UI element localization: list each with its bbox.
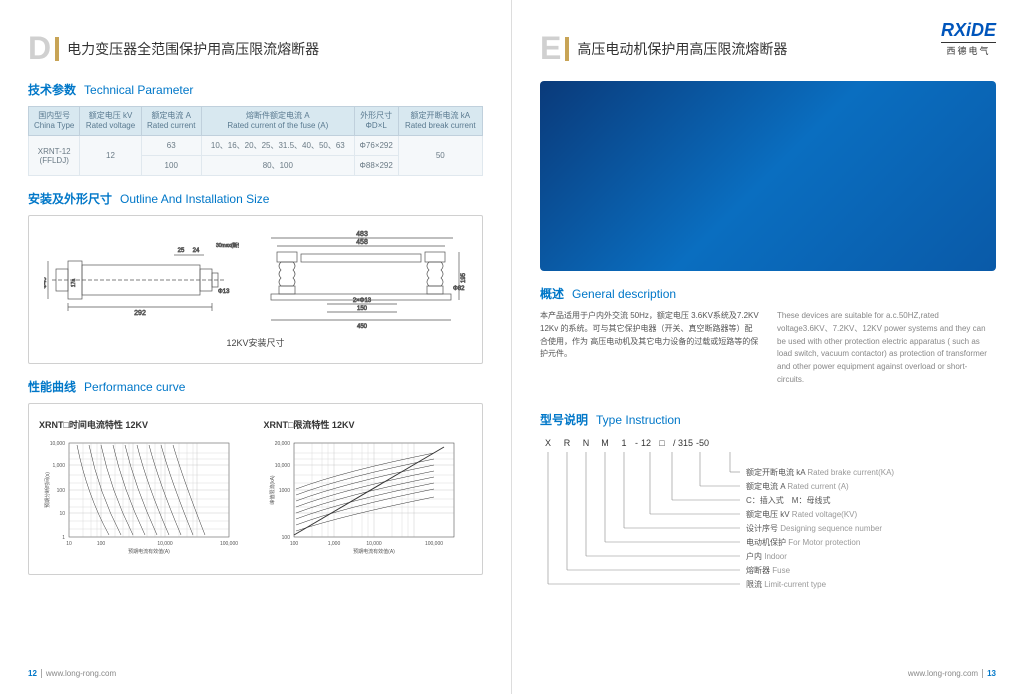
svg-text:100,000: 100,000 <box>424 541 442 547</box>
section-d-title: 电力变压器全范围保护用高压限流熔断器 <box>67 39 319 59</box>
type-bracket-svg: 额定开断电流 kA Rated brake current(KA) 额定电流 A… <box>540 452 980 602</box>
cell-current-1: 63 <box>141 136 201 156</box>
svg-text:10: 10 <box>66 541 72 547</box>
svg-text:设计序号 Designing sequence number: 设计序号 Designing sequence number <box>746 523 882 533</box>
cell-fuse-2: 80、100 <box>201 156 354 176</box>
curves-box: XRNT□时间电流特性 12KV <box>28 403 483 575</box>
svg-text:100,000: 100,000 <box>220 541 238 547</box>
tech-param-heading: 技术参数 Technical Parameter <box>28 81 483 98</box>
cell-dim-1: Φ76×292 <box>354 136 398 156</box>
svg-text:C：插入式 M：母线式: C：插入式 M：母线式 <box>746 495 830 505</box>
curve2-svg: 20,000 10,000 1000 100 100 1,000 10,000 … <box>264 435 464 555</box>
svg-text:额定开断电流 kA Rated brake current(: 额定开断电流 kA Rated brake current(KA) <box>746 467 894 477</box>
outline-diagram-box: 292 Φ45 17a 25 24 30max(新安式) 26max Φ13 <box>28 215 483 364</box>
brand-logo: RXiDE 西德电气 <box>941 20 996 57</box>
cell-fuse-1: 10、16、20、25、31.5、40、50、63 <box>201 136 354 156</box>
svg-text:额定电流 A Rated current (A): 额定电流 A Rated current (A) <box>746 481 849 491</box>
cell-current-2: 100 <box>141 156 201 176</box>
table-row: XRNT-12 (FFLDJ) 12 63 10、16、20、25、31.5、4… <box>29 136 483 156</box>
svg-text:17a: 17a <box>71 279 77 288</box>
outline-heading: 安装及外形尺寸 Outline And Installation Size <box>28 190 483 207</box>
svg-text:292: 292 <box>134 310 146 317</box>
type-instr-heading: 型号说明 Type Instruction <box>540 411 996 428</box>
svg-text:25: 25 <box>178 248 185 254</box>
spec-table: 国内型号China Type 额定电压 kVRated voltage 额定电流… <box>28 106 483 176</box>
cell-break: 50 <box>398 136 482 176</box>
description-row: 本产品适用于户内外交流 50Hz，额定电压 3.6KV系统及7.2KV 12Kv… <box>540 310 996 387</box>
svg-text:1,000: 1,000 <box>327 541 340 547</box>
hero-panel <box>540 81 996 271</box>
curve-limiting: XRNT□限流特性 12KV <box>264 418 473 560</box>
desc-chinese: 本产品适用于户内外交流 50Hz，额定电压 3.6KV系统及7.2KV 12Kv… <box>540 310 759 387</box>
fuse-outline-drawing: 292 Φ45 17a 25 24 30max(新安式) 26max Φ13 <box>44 235 239 325</box>
svg-text:熔断器 Fuse: 熔断器 Fuse <box>746 565 791 575</box>
svg-text:电动机保护 For Motor protection: 电动机保护 For Motor protection <box>746 537 860 547</box>
svg-text:Φ45: Φ45 <box>44 277 48 289</box>
svg-text:24: 24 <box>193 248 200 254</box>
svg-text:100: 100 <box>289 541 298 547</box>
right-page: RXiDE 西德电气 E 高压电动机保护用高压限流熔断器 概述 General … <box>512 0 1024 694</box>
svg-text:Φ82: Φ82 <box>453 286 465 292</box>
svg-text:483: 483 <box>356 231 368 238</box>
svg-text:预期电流有效值(A): 预期电流有效值(A) <box>128 548 170 555</box>
type-diagram: X R N M 1 - 12 □ / 315 -50 <box>540 438 996 607</box>
desc-english: These devices are suitable for a.c.50HZ,… <box>777 310 996 387</box>
th-voltage: 额定电压 kVRated voltage <box>80 107 141 136</box>
th-fuse-current: 熔断件额定电流 ARated current of the fuse (A) <box>201 107 354 136</box>
svg-text:1,000: 1,000 <box>52 463 65 469</box>
svg-text:10: 10 <box>59 511 65 517</box>
general-desc-heading: 概述 General description <box>540 285 996 302</box>
svg-text:100: 100 <box>57 488 66 494</box>
th-break: 额定开断电流 kARated break current <box>398 107 482 136</box>
svg-text:30max(新安式) 26max: 30max(新安式) 26max <box>216 242 239 249</box>
tech-param-en: Technical Parameter <box>84 83 193 97</box>
svg-text:10,000: 10,000 <box>157 541 173 547</box>
section-e-title: 高压电动机保护用高压限流熔断器 <box>577 39 787 59</box>
svg-text:20,000: 20,000 <box>274 441 290 447</box>
svg-text:150: 150 <box>357 306 368 312</box>
section-d-header: D 电力变压器全范围保护用高压限流熔断器 <box>28 30 483 67</box>
left-footer: 12 www.long-rong.com <box>28 669 116 678</box>
svg-text:限流 Limit-current type: 限流 Limit-current type <box>746 579 827 589</box>
perf-heading: 性能曲线 Performance curve <box>28 378 483 395</box>
curve1-svg: 10,000 1,000 100 10 1 10 100 10,000 100,… <box>39 435 239 555</box>
curve-time-current: XRNT□时间电流特性 12KV <box>39 418 248 560</box>
svg-text:额定电压 kV Rated voltage(KV): 额定电压 kV Rated voltage(KV) <box>746 509 858 519</box>
th-dim: 外形尺寸ΦD×L <box>354 107 398 136</box>
svg-text:458: 458 <box>356 239 368 246</box>
section-e-header: E 高压电动机保护用高压限流熔断器 <box>540 30 996 67</box>
tech-param-cn: 技术参数 <box>28 81 76 98</box>
svg-text:10,000: 10,000 <box>274 463 290 469</box>
svg-text:户内 Indoor: 户内 Indoor <box>746 551 787 561</box>
svg-text:10,000: 10,000 <box>366 541 382 547</box>
type-code-row: X R N M 1 - 12 □ / 315 -50 <box>540 438 996 448</box>
section-bar <box>55 37 59 61</box>
svg-text:预期分断时间(s): 预期分断时间(s) <box>44 472 51 508</box>
svg-text:2×Φ13: 2×Φ13 <box>353 298 372 304</box>
table-header-row: 国内型号China Type 额定电压 kVRated voltage 额定电流… <box>29 107 483 136</box>
svg-text:1: 1 <box>62 535 65 541</box>
right-footer: www.long-rong.com 13 <box>908 669 996 678</box>
section-letter-e: E <box>540 30 561 67</box>
cell-voltage: 12 <box>80 136 141 176</box>
left-page: D 电力变压器全范围保护用高压限流熔断器 技术参数 Technical Para… <box>0 0 512 694</box>
th-type: 国内型号China Type <box>29 107 80 136</box>
svg-text:10,000: 10,000 <box>50 441 66 447</box>
section-letter-d: D <box>28 30 51 67</box>
section-bar <box>565 37 569 61</box>
cell-type: XRNT-12 (FFLDJ) <box>29 136 80 176</box>
svg-text:预期电流有效值(A): 预期电流有效值(A) <box>353 548 395 555</box>
svg-text:450: 450 <box>357 324 368 330</box>
svg-text:100: 100 <box>97 541 106 547</box>
svg-text:峰值限流(kA): 峰值限流(kA) <box>269 475 276 505</box>
svg-text:Φ13: Φ13 <box>218 289 230 295</box>
th-current: 额定电流 ARated current <box>141 107 201 136</box>
cell-dim-2: Φ88×292 <box>354 156 398 176</box>
install-drawing: 483 458 <box>257 230 467 330</box>
svg-text:1000: 1000 <box>278 488 289 494</box>
svg-text:195: 195 <box>461 272 467 283</box>
diagram-caption: 12KV安装尺寸 <box>39 336 472 349</box>
